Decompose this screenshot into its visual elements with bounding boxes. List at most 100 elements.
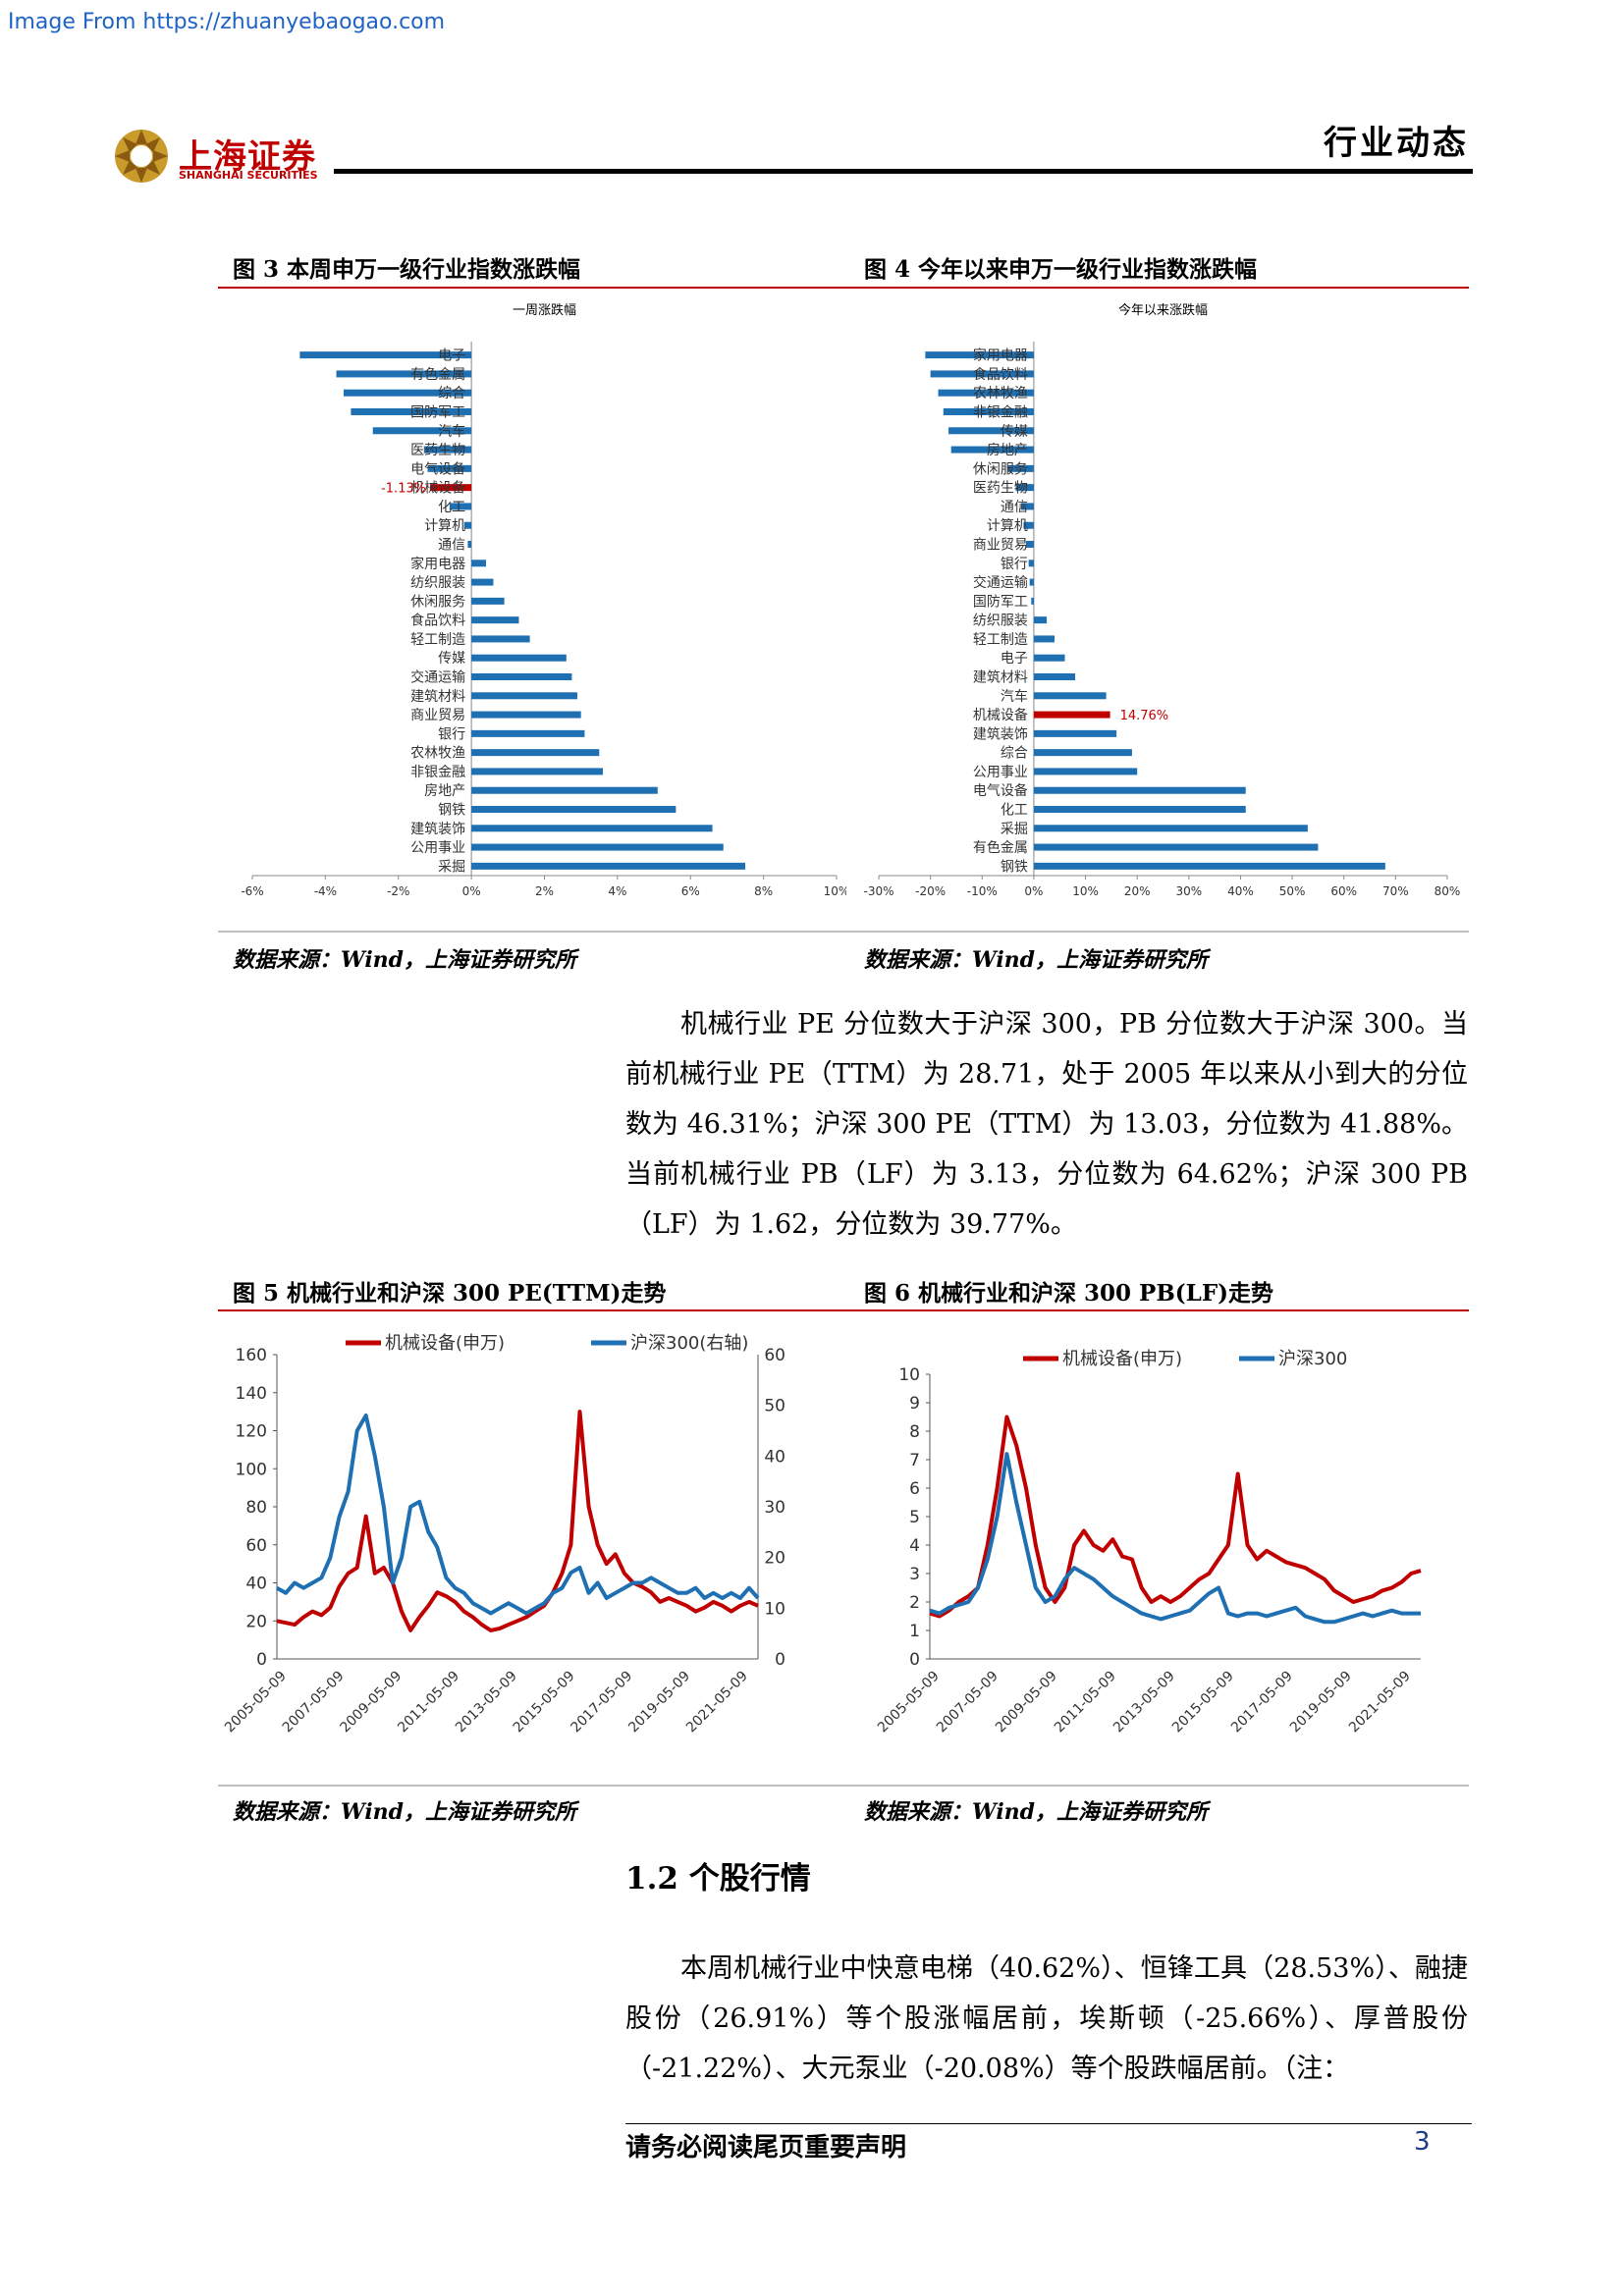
highlight-value-label: 14.76% [1120,709,1169,723]
y-tick-label-left: 7 [909,1451,920,1470]
category-label: 国防军工 [410,405,465,421]
bar [950,446,1034,454]
y-tick-label-right: 60 [764,1346,785,1365]
x-tick-label: 30% [1175,884,1202,898]
category-label: 电气设备 [410,460,465,477]
y-tick-label-left: 0 [909,1650,920,1670]
category-label: 有色金属 [973,839,1028,856]
source-watermark[interactable]: Image From https://zhuanyebaogao.com [8,10,446,34]
category-label: 建筑材料 [410,689,465,705]
category-label: 汽车 [438,423,465,440]
legend-label: 机械设备(申万) [1062,1349,1182,1369]
category-label: 机械设备 [410,480,465,497]
bar [1015,484,1034,492]
bar [1033,635,1055,643]
y-tick-label-left: 20 [245,1612,267,1631]
y-tick-label-right: 50 [764,1397,785,1416]
fig4-source: 数据来源：Wind，上海证券研究所 [864,947,1209,973]
bar [1033,768,1138,775]
x-tick-label: 2011-05-09 [1052,1669,1119,1736]
category-label: 国防军工 [973,594,1028,610]
category-label: 化工 [1001,803,1028,819]
y-tick-label-right: 40 [764,1447,785,1467]
y-tick-label-left: 120 [236,1422,267,1442]
footer-rule [625,2123,1472,2124]
bar [471,560,486,567]
category-label: 休闲服务 [973,461,1028,477]
bar [943,408,1034,415]
series-line [276,1410,759,1632]
bar [427,464,472,472]
x-tick-label: 4% [608,884,626,898]
bar [351,408,472,415]
category-label: 化工 [438,500,465,515]
x-tick-label: 2013-05-09 [1110,1669,1178,1736]
category-label: 商业贸易 [973,538,1028,554]
bar [343,389,472,397]
x-tick-label: 8% [754,884,773,898]
bar [471,729,585,737]
x-tick-label: 2019-05-09 [1287,1669,1355,1736]
bar [925,351,1034,359]
category-label: 食品饮料 [410,613,465,629]
fig34-bottom-rule [218,931,1469,933]
category-label: 采掘 [438,859,465,875]
category-label: 公用事业 [410,840,465,856]
category-label: 综合 [1001,746,1028,762]
highlight-value-label: -1.13% [381,482,426,497]
bar [1033,673,1076,680]
bar [467,541,472,548]
x-tick-label: 2017-05-09 [1228,1669,1296,1736]
fig56-bottom-rule [218,1785,1469,1787]
ytd-change-bar-chart: 今年以来涨跌幅 -30% -20% -10% 0% 10% 20% 30% 40% 50% 60% 7… [863,302,1461,898]
series-line [929,1415,1422,1619]
y-tick-label-left: 1 [909,1622,920,1641]
bar [449,503,472,510]
bar [430,484,472,492]
chart-title: 今年以来涨跌幅 [1118,302,1208,318]
category-label: 采掘 [1001,822,1028,837]
x-tick-label: -4% [314,884,337,898]
bar [1023,521,1034,529]
bar [1033,825,1308,832]
category-label: 房地产 [424,783,465,799]
pe-trend-line-chart: 02040608010012014016001020304050602005-0… [222,1333,785,1735]
y-tick-label-right: 20 [764,1549,785,1569]
bar [938,389,1034,397]
fig3-source: 数据来源：Wind，上海证券研究所 [233,947,577,973]
bar [1033,806,1246,813]
bar [1033,786,1246,794]
y-tick-label-left: 140 [236,1384,267,1404]
series-line [929,1452,1421,1625]
category-label: 传媒 [438,651,465,667]
x-tick-label: 0% [462,884,481,898]
y-tick-label-left: 4 [909,1536,920,1556]
x-tick-label: 80% [1435,884,1461,898]
bar [1007,464,1034,472]
category-label: 家用电器 [973,347,1028,364]
x-tick-label: 20% [1124,884,1151,898]
bar [1029,578,1034,586]
bar [1031,597,1034,605]
y-tick-label-left: 60 [245,1536,267,1556]
bar [471,616,519,624]
y-tick-label-left: 9 [909,1394,920,1414]
bar [948,427,1034,435]
category-label: 计算机 [987,518,1028,534]
y-tick-label-left: 5 [909,1508,920,1527]
legend-label: 沪深300(右轴) [630,1333,748,1354]
x-tick-label: 2009-05-09 [993,1669,1060,1736]
bar [471,692,577,700]
x-tick-label: 40% [1227,884,1254,898]
x-tick-label: 2021-05-09 [1346,1669,1414,1736]
bar [1033,616,1048,624]
x-tick-label: 50% [1279,884,1306,898]
legend-label: 机械设备(申万) [385,1333,505,1354]
valuation-paragraph-text: 机械行业 PE 分位数大于沪深 300，PB 分位数大于沪深 300。当前机械行… [625,1009,1468,1240]
y-tick-label-left: 2 [909,1593,920,1613]
valuation-paragraph: 机械行业 PE 分位数大于沪深 300，PB 分位数大于沪深 300。当前机械行… [625,999,1468,1250]
logo-text-en: SHANGHAI SECURITIES [179,169,318,182]
y-tick-label-left: 6 [909,1479,920,1499]
category-label: 家用电器 [410,556,465,572]
category-label: 农林牧渔 [973,386,1028,401]
